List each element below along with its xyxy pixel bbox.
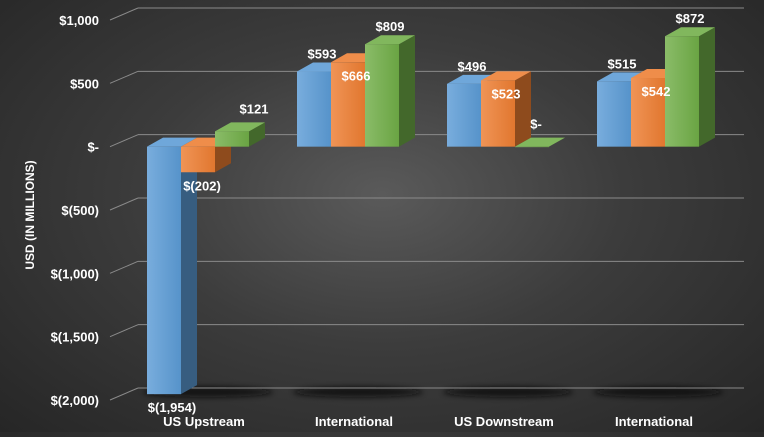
data-label: $809 xyxy=(376,19,405,34)
bar-side xyxy=(699,27,715,147)
bar xyxy=(515,146,549,148)
floor-layer xyxy=(143,387,723,397)
label-layer: $1,000 $500 $- $(500) $(1,000) $(1,500) $(2,00… xyxy=(51,11,705,429)
bar-side xyxy=(399,35,415,147)
x-category-label: International xyxy=(315,414,393,429)
y-axis-title: USD (IN MILLIONS) xyxy=(23,160,37,269)
y-tick-label: $500 xyxy=(70,76,99,91)
data-label: $(202) xyxy=(183,178,221,193)
gridline-slant xyxy=(109,260,139,274)
bar-top xyxy=(365,35,415,45)
bar-side xyxy=(181,137,197,395)
data-label: $121 xyxy=(240,101,269,116)
bar-top xyxy=(481,71,531,81)
bar xyxy=(297,71,331,147)
bar xyxy=(481,80,515,147)
bar xyxy=(597,81,631,147)
grid-layer xyxy=(109,7,744,401)
bar xyxy=(631,78,665,147)
data-label: $666 xyxy=(342,68,371,83)
data-label: $(1,954) xyxy=(148,400,196,415)
x-category-label: International xyxy=(615,414,693,429)
bar-side xyxy=(515,71,531,147)
y-tick-label: $(2,000) xyxy=(51,393,99,408)
data-label: $523 xyxy=(492,86,521,101)
bar xyxy=(447,83,481,147)
floor-shadow xyxy=(593,387,723,397)
y-tick-label: $(500) xyxy=(61,203,99,218)
data-label: $- xyxy=(530,117,542,132)
x-category-label: US Upstream xyxy=(163,414,245,429)
data-label: $542 xyxy=(642,84,671,99)
data-label: $872 xyxy=(676,11,705,26)
y-tick-label: $(1,000) xyxy=(51,266,99,281)
gridline-slant xyxy=(109,197,139,211)
y-tick-label: $- xyxy=(87,140,99,155)
data-label: $593 xyxy=(308,47,337,62)
bar xyxy=(215,131,249,147)
bar xyxy=(365,44,399,147)
bar-layer xyxy=(147,27,715,395)
bar-top xyxy=(665,27,715,37)
x-category-label: US Downstream xyxy=(454,414,554,429)
gridline-slant xyxy=(109,7,139,21)
data-label: $496 xyxy=(458,59,487,74)
bar xyxy=(147,146,181,395)
gridline-slant xyxy=(109,70,139,84)
data-label: $515 xyxy=(608,56,637,71)
y-tick-label: $(1,500) xyxy=(51,330,99,345)
bar-top xyxy=(215,122,265,132)
bar-top xyxy=(147,137,197,147)
bar xyxy=(665,36,699,147)
bar-side xyxy=(249,122,265,147)
bar-top xyxy=(515,137,565,147)
floor-shadow xyxy=(443,387,573,397)
gridline-slant xyxy=(109,134,139,148)
bar xyxy=(181,146,215,173)
floor-shadow xyxy=(293,387,423,397)
gridline-slant xyxy=(109,387,139,401)
bar xyxy=(331,62,365,147)
gridline-slant xyxy=(109,324,139,338)
y-tick-label: $1,000 xyxy=(59,13,99,28)
